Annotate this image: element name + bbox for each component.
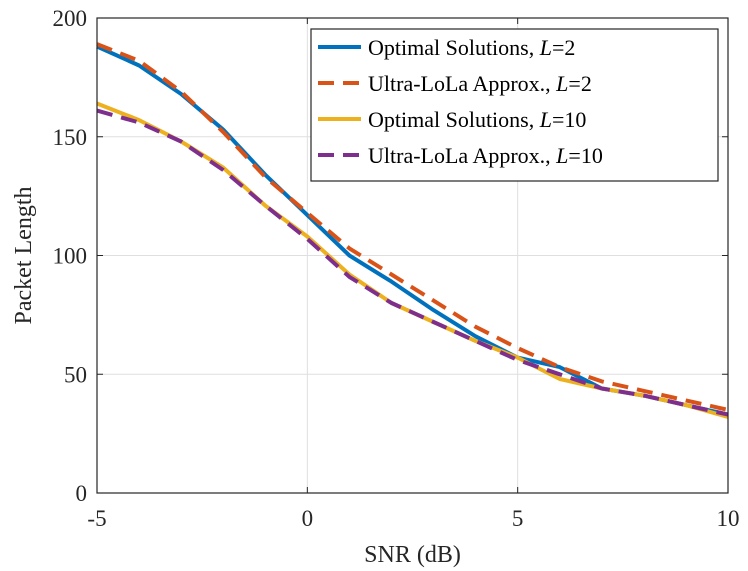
x-tick-label: 5 xyxy=(512,506,524,531)
legend: Optimal Solutions, L=2 Ultra-LoLa Approx.… xyxy=(310,28,719,182)
legend-box xyxy=(310,28,719,182)
y-tick-label: 50 xyxy=(64,362,87,387)
legend-label-1: Optimal Solutions, L=2 xyxy=(368,35,575,60)
y-tick-label: 200 xyxy=(53,6,88,31)
y-tick-label: 100 xyxy=(53,244,88,269)
y-tick-label: 0 xyxy=(76,481,88,506)
series-line-4 xyxy=(96,108,729,417)
legend-label-3: Optimal Solutions, L=10 xyxy=(368,107,586,132)
x-tick-label: 10 xyxy=(717,506,740,531)
x-tick-label: -5 xyxy=(87,506,106,531)
x-tick-label: 0 xyxy=(302,506,314,531)
y-tick-label: 150 xyxy=(53,125,88,150)
legend-label-2: Ultra-LoLa Approx., L=2 xyxy=(368,71,592,96)
series-line-2 xyxy=(96,42,729,412)
legend-label-4: Ultra-LoLa Approx., L=10 xyxy=(368,143,603,168)
y-axis-label: Packet Length xyxy=(11,187,37,325)
x-axis-label: SNR (dB) xyxy=(364,542,461,568)
series-layer xyxy=(96,42,729,419)
